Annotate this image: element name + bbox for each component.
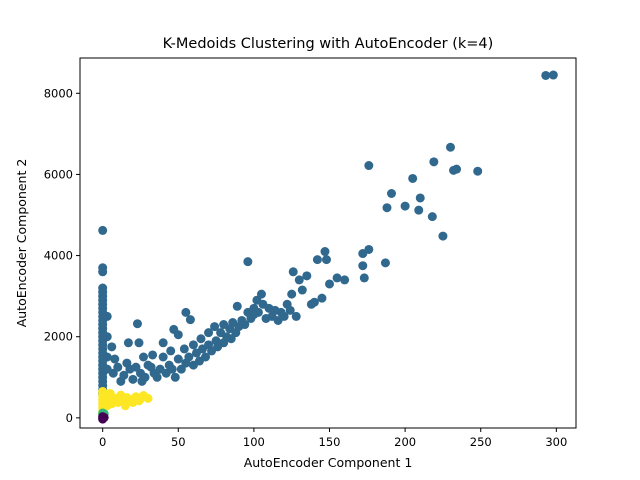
data-point (317, 293, 327, 303)
data-point (294, 275, 304, 285)
x-tick-label: 150 (319, 435, 341, 449)
data-point (287, 289, 297, 299)
data-point (473, 166, 483, 176)
data-point (325, 279, 335, 289)
data-point (302, 271, 312, 281)
data-point (256, 289, 266, 299)
data-point (364, 244, 374, 254)
data-point (438, 231, 448, 241)
data-point (173, 330, 183, 340)
x-tick-label: 100 (243, 435, 265, 449)
data-point (166, 346, 176, 356)
y-axis-ticks: 0 2000 4000 6000 8000 (44, 86, 80, 425)
data-point (312, 255, 322, 265)
data-point (102, 311, 112, 321)
data-point (364, 161, 374, 171)
data-point (148, 350, 158, 360)
x-axis-label: AutoEncoder Component 1 (244, 455, 413, 470)
data-point (309, 297, 319, 307)
data-point (139, 352, 149, 362)
data-point (201, 352, 211, 362)
data-point (408, 173, 418, 183)
data-point (279, 311, 289, 321)
x-axis-ticks: 0 50 100 150 200 250 300 (99, 428, 567, 449)
data-point (158, 352, 168, 362)
data-point (445, 142, 455, 152)
data-point (99, 412, 109, 422)
data-point (110, 354, 120, 364)
data-point (321, 255, 331, 265)
y-tick-label: 6000 (44, 167, 73, 181)
data-point (158, 338, 168, 348)
data-point (123, 338, 133, 348)
data-point (380, 258, 390, 268)
data-point (167, 364, 177, 374)
data-point (548, 70, 558, 80)
x-tick-label: 50 (171, 435, 186, 449)
data-point (358, 261, 368, 271)
data-point (359, 273, 369, 283)
data-point (285, 305, 295, 315)
data-point (134, 338, 144, 348)
data-point (185, 315, 195, 325)
y-tick-label: 0 (66, 411, 73, 425)
y-tick-label: 8000 (44, 86, 73, 100)
data-point (143, 393, 153, 403)
data-point (427, 212, 437, 222)
data-point (107, 342, 117, 352)
data-point (152, 372, 162, 382)
data-point (196, 334, 206, 344)
x-tick-label: 300 (545, 435, 567, 449)
data-point (181, 307, 191, 317)
data-point (128, 374, 138, 384)
chart-title: K-Medoids Clustering with AutoEncoder (k… (163, 36, 494, 52)
points-layer (98, 70, 558, 424)
data-point (297, 285, 307, 295)
data-point (253, 307, 263, 317)
data-point (188, 340, 198, 350)
data-point (204, 328, 214, 338)
data-point (541, 70, 551, 80)
data-point (382, 203, 392, 213)
data-point (210, 322, 220, 332)
x-tick-label: 200 (394, 435, 416, 449)
data-point (452, 164, 462, 174)
data-point (179, 344, 189, 354)
data-point (132, 319, 142, 329)
data-point (232, 301, 242, 311)
data-point (320, 247, 330, 257)
data-point (173, 354, 183, 364)
data-point (332, 273, 342, 283)
data-point (429, 157, 439, 167)
data-point (387, 189, 397, 198)
data-point (291, 311, 301, 321)
y-tick-label: 4000 (44, 249, 73, 263)
data-point (288, 267, 298, 277)
plot-area-frame (79, 57, 577, 429)
data-point (170, 372, 180, 382)
data-point (102, 352, 112, 362)
data-point (98, 225, 108, 235)
data-point (184, 352, 194, 362)
y-tick-label: 2000 (44, 330, 73, 344)
data-point (140, 372, 150, 382)
data-point (102, 332, 112, 342)
data-point (415, 193, 425, 203)
data-point (98, 267, 108, 277)
x-tick-label: 250 (470, 435, 492, 449)
data-point (119, 370, 129, 380)
data-point (113, 362, 123, 372)
data-point (400, 201, 410, 211)
data-point (240, 320, 250, 330)
data-point (340, 275, 350, 285)
x-tick-label: 0 (99, 435, 106, 449)
y-axis-label: AutoEncoder Component 2 (14, 159, 29, 328)
data-point (243, 257, 253, 267)
data-point (414, 205, 424, 215)
